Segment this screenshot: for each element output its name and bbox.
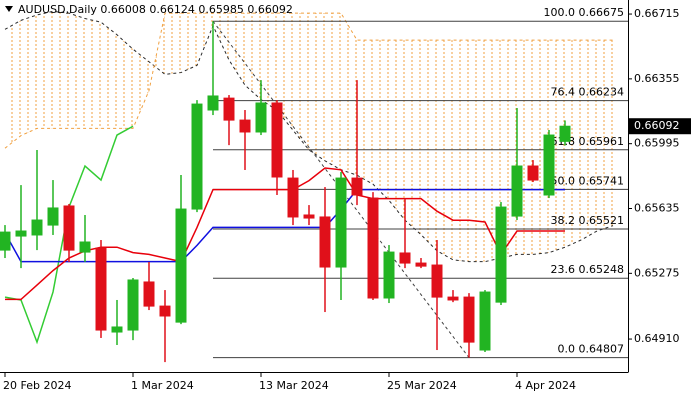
- x-tick-label: 13 Mar 2024: [259, 379, 329, 392]
- chart-title: AUDUSD,Daily 0.66008 0.66124 0.65985 0.6…: [18, 3, 293, 16]
- candle-body: [127, 279, 139, 331]
- candle-body: [399, 252, 411, 264]
- candle-body: [335, 177, 347, 268]
- fib-level-label: 38.2 0.65521: [551, 214, 624, 227]
- candle-body: [63, 205, 75, 251]
- candle-body: [511, 165, 523, 217]
- x-tick-label: 4 Apr 2024: [515, 379, 576, 392]
- y-tick-label: 0.65635: [634, 202, 680, 215]
- candle-body: [303, 214, 315, 219]
- y-tick-label: 0.65995: [634, 137, 680, 150]
- fib-level-label: 100.0 0.66675: [544, 6, 624, 19]
- y-tick-label: 0.66715: [634, 7, 680, 20]
- candle-body: [287, 177, 299, 218]
- candle-body: [143, 281, 155, 307]
- candle-body: [479, 291, 491, 351]
- candle-body: [447, 296, 459, 301]
- candle-body: [111, 326, 123, 333]
- candle-body: [0, 231, 11, 251]
- menu-arrow[interactable]: [5, 6, 13, 12]
- y-tick-label: 0.66355: [634, 72, 680, 85]
- candle-body: [415, 262, 427, 267]
- last-price-box: [629, 118, 691, 135]
- fib-level-label: 50.0 0.65741: [551, 174, 624, 187]
- candle-body: [383, 251, 395, 299]
- indicator-line: [4, 10, 614, 263]
- last-price-label: 0.66092: [634, 119, 680, 132]
- candle-body: [255, 102, 267, 133]
- fib-level-label: 76.4 0.66234: [551, 86, 624, 99]
- candle-body: [367, 197, 379, 299]
- candle-body: [543, 134, 555, 196]
- candle-body: [95, 247, 107, 331]
- candle-body: [15, 230, 27, 237]
- candle-body: [223, 97, 235, 121]
- candle-body: [559, 125, 571, 142]
- candle-body: [31, 219, 43, 236]
- fib-level-label: 0.0 0.64807: [558, 343, 624, 356]
- candle-body: [527, 165, 539, 181]
- indicator-line: [4, 12, 613, 149]
- y-tick-label: 0.64910: [634, 332, 680, 345]
- candle-body: [175, 208, 187, 323]
- x-tick-label: 25 Mar 2024: [387, 379, 457, 392]
- cloud-fill: [5, 11, 613, 262]
- candle-body: [319, 216, 331, 268]
- fib-level-label: 23.6 0.65248: [551, 263, 624, 276]
- candle-body: [351, 177, 363, 196]
- candle-body: [47, 207, 59, 226]
- candle-body: [191, 103, 203, 210]
- candle-body: [463, 296, 475, 343]
- candle-body: [271, 102, 283, 178]
- axes: 0.66715 0.66355 0.65995 0.65635 0.65275 0.649…: [0, 0, 691, 392]
- candle-body: [79, 241, 91, 253]
- x-tick-label: 20 Feb 2024: [3, 379, 71, 392]
- candle-body: [495, 206, 507, 303]
- candle-body: [239, 119, 251, 133]
- candle-body: [431, 264, 443, 298]
- candle-body: [207, 95, 219, 111]
- y-tick-label: 0.65275: [634, 266, 680, 279]
- candle-body: [159, 305, 171, 317]
- x-tick-label: 1 Mar 2024: [131, 379, 194, 392]
